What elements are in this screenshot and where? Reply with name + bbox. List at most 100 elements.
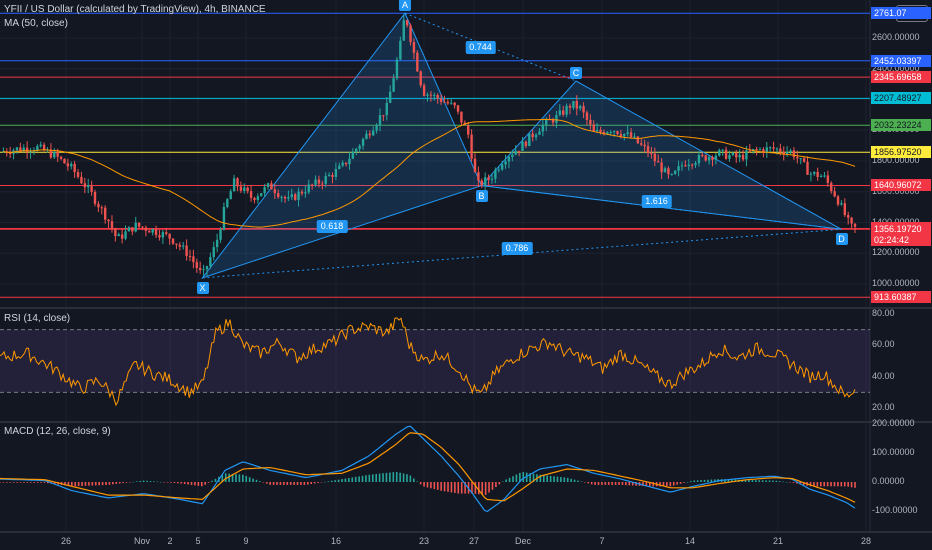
- macd-histogram-bar: [751, 480, 754, 482]
- macd-histogram-bar: [614, 482, 617, 485]
- macd-histogram-bar: [91, 482, 94, 486]
- candle: [158, 229, 161, 241]
- macd-histogram-bar: [382, 473, 384, 482]
- candle: [375, 123, 378, 134]
- macd-histogram-bar: [577, 480, 579, 482]
- price-level-label: 2761.07: [871, 7, 931, 20]
- macd-histogram-bar: [300, 482, 302, 485]
- macd-histogram-bar: [47, 482, 49, 484]
- candle: [107, 219, 110, 229]
- candle: [528, 133, 531, 147]
- macd-histogram-bar: [679, 482, 682, 484]
- macd-histogram-bar: [478, 482, 480, 495]
- macd-histogram-bar: [406, 474, 408, 482]
- candle: [514, 145, 517, 156]
- candle: [382, 115, 385, 122]
- macd-histogram-bar: [508, 477, 511, 482]
- macd-histogram-bar: [276, 482, 278, 485]
- candle: [239, 181, 243, 193]
- time-axis-tick: 23: [418, 536, 430, 546]
- macd-histogram-bar: [125, 482, 128, 483]
- macd-axis-tick: 200.00000: [872, 418, 915, 428]
- macd-histogram-bar: [782, 481, 784, 483]
- candle: [707, 155, 711, 165]
- time-axis-tick: 26: [60, 536, 72, 546]
- candle: [419, 70, 422, 88]
- ma-indicator-label[interactable]: MA (50, close): [4, 18, 68, 29]
- pattern-ratio-label: 1.616: [641, 195, 672, 209]
- macd-histogram-bar: [84, 482, 87, 486]
- macd-histogram-bar: [146, 480, 148, 482]
- macd-histogram-bar: [375, 473, 377, 482]
- candle: [185, 239, 188, 261]
- candle: [141, 226, 144, 231]
- candle: [480, 178, 483, 189]
- candle: [806, 156, 809, 175]
- macd-histogram-bar: [713, 479, 716, 482]
- macd-histogram-bar: [498, 482, 501, 485]
- candle: [412, 38, 416, 60]
- candle: [195, 258, 198, 273]
- rsi-indicator-label[interactable]: RSI (14, close): [4, 313, 71, 324]
- candle: [796, 150, 799, 164]
- candle: [575, 95, 578, 116]
- macd-histogram-bar: [399, 472, 401, 482]
- price-level-label: 2207.48927: [871, 92, 931, 105]
- candle: [97, 201, 100, 213]
- time-axis-tick: Dec: [514, 536, 532, 546]
- macd-histogram-bar: [693, 480, 696, 482]
- candle: [256, 193, 260, 204]
- macd-histogram-bar: [385, 472, 388, 482]
- candle: [236, 177, 239, 192]
- macd-histogram-bar: [676, 482, 678, 485]
- macd-histogram-bar: [344, 478, 347, 482]
- macd-histogram-bar: [392, 472, 395, 482]
- macd-histogram-bar: [443, 482, 446, 492]
- candle: [551, 117, 555, 127]
- macd-histogram-bar: [761, 480, 764, 482]
- candle: [446, 98, 450, 105]
- candle: [701, 152, 704, 158]
- macd-axis-tick: 100.00000: [872, 447, 915, 457]
- macd-histogram-bar: [847, 482, 849, 487]
- macd-histogram-bar: [16, 482, 18, 483]
- macd-histogram-bar: [484, 482, 487, 496]
- candle: [422, 83, 426, 97]
- macd-histogram-bar: [228, 473, 230, 482]
- macd-histogram-bar: [402, 473, 405, 482]
- macd-histogram-bar: [6, 482, 8, 483]
- macd-histogram-bar: [197, 482, 200, 486]
- candle: [290, 188, 293, 200]
- candle: [49, 143, 53, 160]
- candle: [372, 126, 375, 136]
- macd-indicator-label[interactable]: MACD (12, 26, close, 9): [4, 426, 111, 437]
- macd-histogram-bar: [532, 473, 535, 482]
- candle: [565, 103, 568, 118]
- candle: [131, 227, 134, 236]
- macd-histogram-bar: [796, 482, 798, 484]
- candle: [643, 139, 646, 153]
- macd-histogram-bar: [269, 482, 271, 485]
- macd-histogram-bar: [430, 482, 432, 489]
- macd-histogram-bar: [837, 482, 839, 487]
- candle: [568, 103, 572, 115]
- macd-histogram-bar: [129, 482, 131, 483]
- candle: [673, 169, 677, 175]
- macd-histogram-bar: [560, 476, 562, 482]
- candle: [66, 158, 70, 171]
- macd-histogram-bar: [590, 482, 593, 485]
- macd-histogram-bar: [327, 481, 330, 482]
- candle: [39, 141, 42, 148]
- candle: [90, 180, 93, 196]
- price-axis-tick: 1800.00000: [872, 155, 920, 165]
- candle: [541, 119, 545, 137]
- macd-histogram-bar: [262, 482, 265, 483]
- macd-histogram-bar: [546, 475, 548, 482]
- macd-histogram-bar: [696, 480, 699, 482]
- macd-histogram-bar: [378, 473, 381, 482]
- candle: [182, 241, 185, 250]
- price-level-label: 1356.19720: [871, 223, 931, 236]
- macd-histogram-bar: [108, 482, 111, 485]
- price-axis-tick: 2600.00000: [872, 32, 920, 42]
